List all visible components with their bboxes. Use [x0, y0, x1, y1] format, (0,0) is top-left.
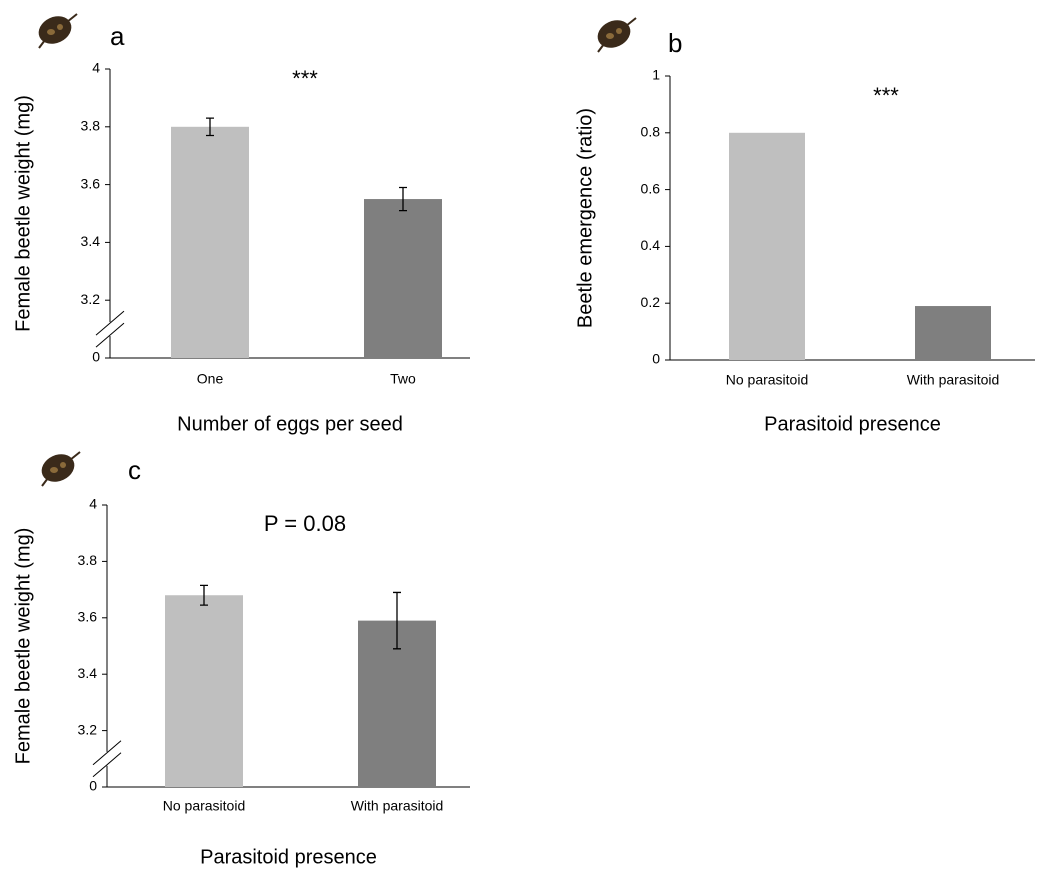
- y-tick-label: 0: [652, 351, 660, 367]
- panel-label: c: [128, 455, 141, 485]
- y-tick-label: 3.4: [81, 233, 101, 249]
- bar: [165, 595, 243, 787]
- x-axis-title: Parasitoid presence: [200, 846, 377, 868]
- axis-break-mark: [95, 322, 125, 348]
- axis-break-gap: [104, 751, 110, 766]
- error-bar: [200, 584, 208, 606]
- y-axis-title: Female beetle weight (mg): [12, 528, 34, 765]
- beetle-icon: [41, 451, 81, 487]
- annotation: P = 0.08: [264, 511, 346, 536]
- bar: [171, 126, 249, 358]
- x-tick-label: No parasitoid: [163, 798, 246, 814]
- annotation: ***: [873, 83, 899, 108]
- y-tick-label: 0.8: [641, 124, 661, 140]
- axis-break-mark: [95, 310, 125, 336]
- y-tick-label: 4: [92, 60, 100, 76]
- y-tick-label: 3.6: [81, 175, 101, 191]
- x-axis-title: Parasitoid presence: [764, 413, 941, 435]
- annotation: ***: [292, 66, 318, 91]
- y-tick-label: 0: [89, 778, 97, 794]
- panel-label: a: [110, 21, 125, 51]
- x-tick-label: With parasitoid: [351, 798, 444, 814]
- y-tick-label: 3.6: [78, 609, 98, 625]
- y-tick-label: 3.2: [81, 291, 101, 307]
- error-bar: [399, 186, 407, 212]
- y-tick-label: 3.8: [81, 118, 101, 134]
- x-tick-label: With parasitoid: [907, 372, 1000, 388]
- x-axis-title: Number of eggs per seed: [177, 413, 403, 435]
- x-tick-label: One: [197, 371, 224, 387]
- axis-break-gap: [107, 322, 113, 337]
- beetle-icon: [597, 17, 637, 53]
- y-axis-title: Female beetle weight (mg): [12, 95, 34, 332]
- y-tick-label: 0: [92, 349, 100, 365]
- bar: [729, 132, 805, 360]
- y-tick-label: 3.8: [78, 552, 98, 568]
- y-tick-label: 3.4: [78, 665, 98, 681]
- y-tick-label: 3.2: [78, 721, 98, 737]
- x-tick-label: No parasitoid: [726, 372, 809, 388]
- bar: [364, 199, 442, 358]
- y-axis-title: Beetle emergence (ratio): [574, 108, 596, 328]
- error-bar: [393, 591, 401, 650]
- y-tick-label: 0.2: [641, 294, 661, 310]
- y-tick-label: 4: [89, 496, 97, 512]
- axis-break-mark: [92, 740, 122, 766]
- bar: [915, 306, 991, 360]
- panel-label: b: [668, 28, 682, 58]
- error-bar: [206, 117, 214, 137]
- x-tick-label: Two: [390, 371, 416, 387]
- beetle-icon: [38, 13, 78, 49]
- y-tick-label: 0.6: [641, 180, 661, 196]
- axis-break-mark: [92, 752, 122, 778]
- y-tick-label: 1: [652, 67, 660, 83]
- y-tick-label: 0.4: [641, 237, 661, 253]
